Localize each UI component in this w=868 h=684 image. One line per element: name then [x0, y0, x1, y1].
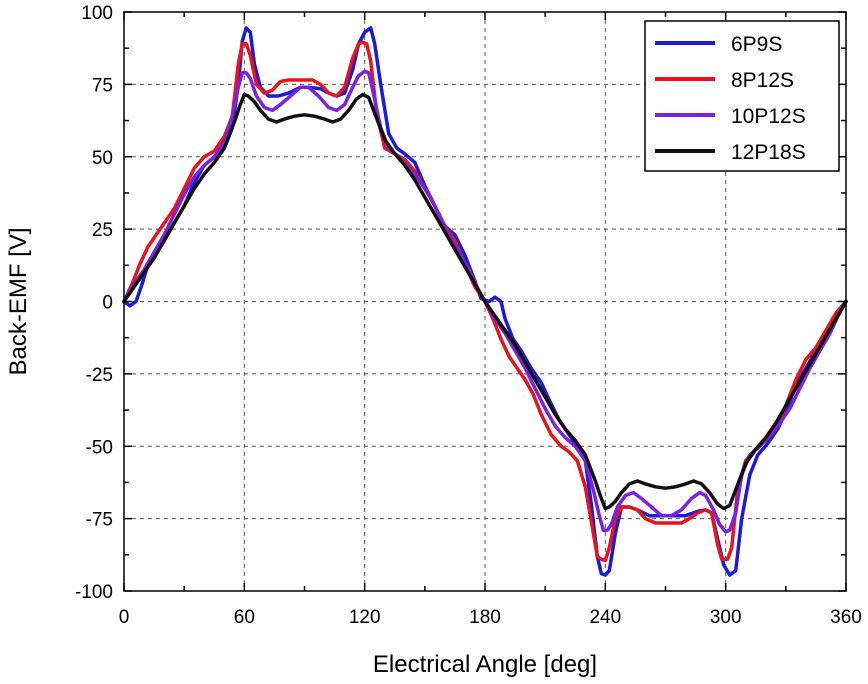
x-tick-label: 360	[830, 607, 862, 628]
x-tick-label: 60	[234, 607, 255, 628]
legend-label-10p12s: 10P12S	[731, 105, 806, 128]
y-tick-label: -25	[86, 365, 113, 386]
legend-box	[644, 20, 840, 172]
x-tick-label: 0	[119, 607, 130, 628]
axis-ticks	[123, 11, 847, 592]
x-tick-label: 180	[469, 607, 501, 628]
y-tick-label: -75	[86, 510, 113, 531]
y-tick-label: 50	[92, 148, 113, 169]
x-tick-labels: 0 60 120 180 240 300 360	[119, 607, 862, 628]
x-tick-label: 120	[349, 607, 381, 628]
legend-label-6p9s: 6P9S	[731, 33, 782, 56]
x-tick-label: 300	[710, 607, 742, 628]
x-tick-label: 240	[589, 607, 621, 628]
x-axis-title: Electrical Angle [deg]	[373, 651, 597, 678]
y-tick-label: -50	[86, 437, 113, 458]
y-tick-label: -100	[75, 582, 113, 603]
legend: 6P9S 8P12S 10P12S 12P18S	[644, 20, 840, 172]
y-tick-label: 100	[81, 3, 113, 24]
y-tick-label: 0	[102, 293, 113, 314]
y-tick-labels: -100 -75 -50 -25 0 25 50 75 100	[75, 3, 113, 603]
y-tick-label: 25	[92, 220, 113, 241]
series-lines	[122, 26, 848, 577]
legend-label-8p12s: 8P12S	[731, 69, 794, 92]
y-tick-label: 75	[92, 75, 113, 96]
series-line-12p18s	[122, 92, 848, 511]
y-axis-title: Back-EMF [V]	[5, 227, 32, 375]
legend-label-12p18s: 12P18S	[731, 141, 806, 164]
